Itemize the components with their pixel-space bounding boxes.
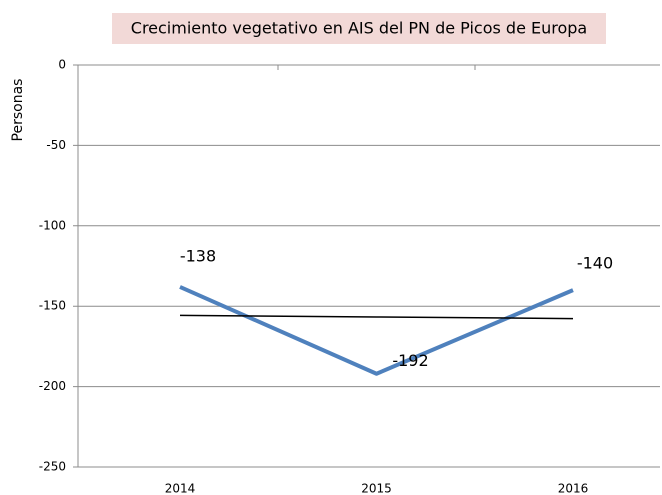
x-tick-label: 2014 [165,482,196,495]
data-label: -192 [392,351,428,370]
trend-line [179,314,574,320]
y-tick-label: 0 [58,58,66,72]
x-tick-label: 2016 [558,482,589,495]
data-label: -138 [180,246,216,265]
y-tick-label: -150 [39,299,66,313]
x-tick-label: 2015 [361,482,392,495]
title-box [112,13,606,44]
chart-title: Crecimiento vegetativo en AIS del PN de … [131,19,587,38]
y-tick-label: -250 [39,460,66,474]
y-tick-label: -100 [39,218,66,232]
y-tick-label: -200 [39,379,66,393]
y-axis-label: Personas [10,79,26,142]
y-tick-label: -50 [46,138,66,152]
data-line [179,285,574,376]
data-label: -140 [577,254,613,273]
